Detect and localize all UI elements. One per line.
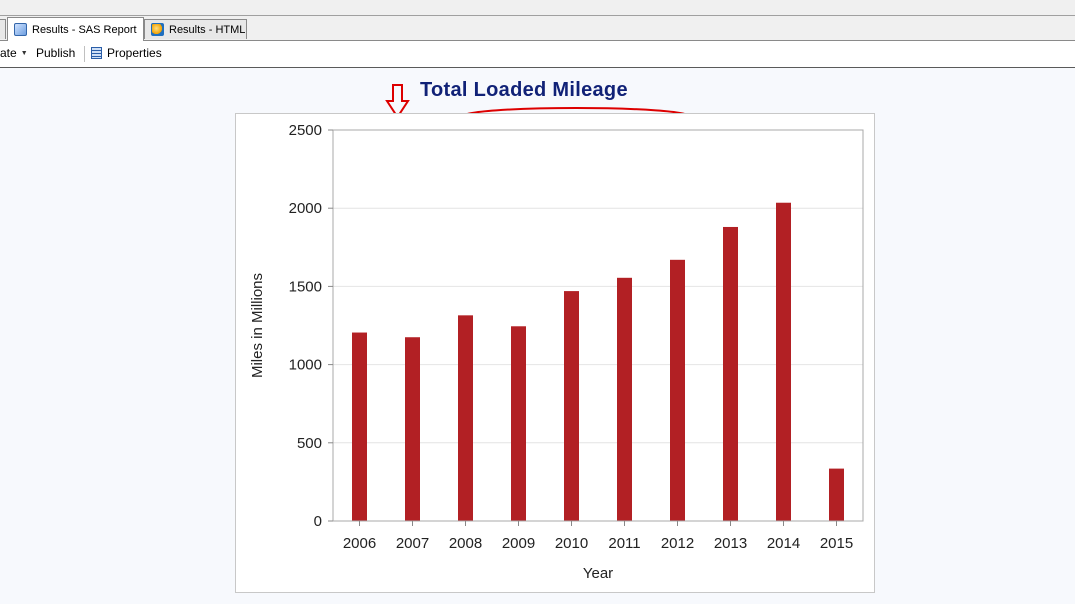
bar-2010 bbox=[564, 291, 579, 521]
tab-previous-partial[interactable] bbox=[0, 19, 6, 39]
chart-title: Total Loaded Mileage bbox=[420, 79, 628, 101]
y-tick-label-2000: 2000 bbox=[289, 200, 322, 217]
results-toolbar: ate ▼ Publish Properties bbox=[0, 41, 1075, 68]
bar-2012 bbox=[670, 259, 685, 521]
y-tick-label-1500: 1500 bbox=[289, 278, 322, 295]
bar-2013 bbox=[723, 226, 738, 521]
x-tick-label-2015: 2015 bbox=[820, 535, 853, 552]
x-tick-label-2009: 2009 bbox=[502, 535, 535, 552]
x-tick-label-2012: 2012 bbox=[661, 535, 694, 552]
bar-2011 bbox=[617, 277, 632, 521]
x-tick-label-2006: 2006 bbox=[343, 535, 376, 552]
y-axis-label: Miles in Millions bbox=[249, 273, 266, 378]
chart-frame: 0 500 1000 1500 2000 2500 2006 2007 2008 2009 2010… bbox=[235, 113, 875, 593]
create-dropdown-button[interactable]: ate ▼ bbox=[0, 46, 28, 60]
bar-2007 bbox=[405, 337, 420, 521]
bar-2015 bbox=[829, 468, 844, 521]
y-tick-label-500: 500 bbox=[297, 435, 322, 452]
bar-2006 bbox=[352, 332, 367, 521]
properties-icon bbox=[91, 47, 102, 59]
publish-label: Publish bbox=[36, 46, 76, 60]
x-tick-label-2011: 2011 bbox=[608, 535, 640, 552]
html-browser-icon bbox=[151, 23, 164, 36]
publish-button[interactable]: Publish bbox=[36, 46, 75, 60]
y-tick-label-2500: 2500 bbox=[289, 122, 322, 139]
x-tick-label-2014: 2014 bbox=[767, 535, 800, 552]
x-tick-label-2007: 2007 bbox=[396, 535, 429, 552]
properties-label: Properties bbox=[107, 46, 162, 60]
tab-sas-report-label: Results - SAS Report bbox=[32, 23, 137, 36]
annotation-layer bbox=[385, 84, 690, 125]
y-tick-label-0: 0 bbox=[314, 513, 322, 530]
red-down-arrow-icon bbox=[385, 84, 410, 119]
bar-2014 bbox=[776, 202, 791, 521]
create-label: ate bbox=[0, 46, 17, 60]
x-tick-label-2013: 2013 bbox=[714, 535, 747, 552]
y-tick-label-1000: 1000 bbox=[289, 357, 322, 374]
x-axis-label: Year bbox=[583, 565, 613, 582]
sas-report-icon bbox=[14, 23, 27, 36]
chevron-down-icon: ▼ bbox=[20, 49, 28, 57]
tab-html-label: Results - HTML bbox=[169, 23, 246, 36]
bar-2008 bbox=[458, 315, 473, 521]
properties-button[interactable]: Properties bbox=[91, 46, 162, 60]
toolbar-divider bbox=[84, 46, 85, 62]
window-top-strip bbox=[0, 0, 1075, 16]
tab-html[interactable]: Results - HTML bbox=[144, 19, 247, 39]
bar-chart: 0 500 1000 1500 2000 2500 2006 2007 2008 2009 2010… bbox=[249, 122, 864, 582]
tab-sas-report[interactable]: Results - SAS Report bbox=[7, 17, 144, 41]
x-tick-label-2010: 2010 bbox=[555, 535, 588, 552]
results-tab-bar: Results - SAS Report Results - HTML bbox=[0, 16, 1075, 41]
x-tick-label-2008: 2008 bbox=[449, 535, 482, 552]
plot-area-border bbox=[332, 129, 864, 522]
bar-2009 bbox=[511, 326, 526, 521]
